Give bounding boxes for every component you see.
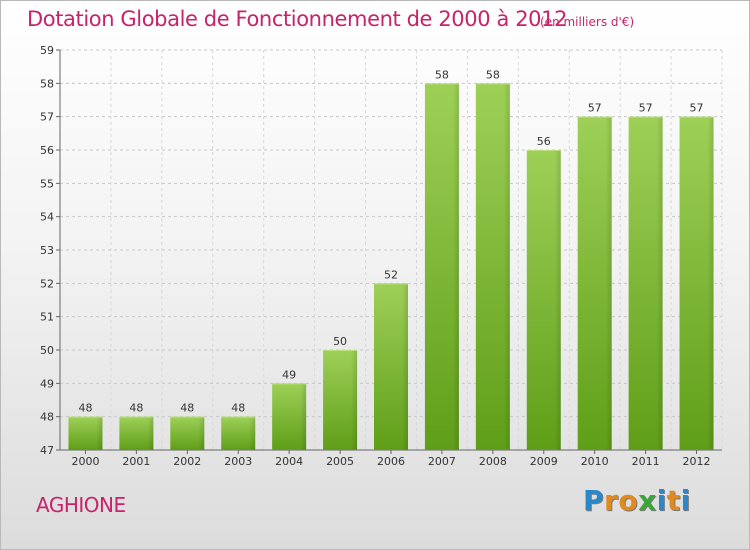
y-tick-label: 59 (40, 44, 54, 57)
value-label: 57 (588, 102, 602, 115)
commune-name: AGHIONE (36, 493, 126, 517)
x-tick-label: 2006 (377, 455, 405, 468)
y-tick-label: 47 (40, 444, 54, 457)
bar-shade (147, 416, 154, 450)
y-tick-label: 53 (40, 244, 54, 257)
proxiti-logo: Proxiti (583, 484, 691, 517)
logo-letter: x (638, 484, 657, 517)
x-tick-label: 2011 (632, 455, 660, 468)
chart-unit-label: (en milliers d'€) (540, 15, 635, 29)
x-tick-label: 2003 (224, 455, 252, 468)
bar-shade (402, 283, 408, 450)
logo-letter: o (618, 484, 639, 517)
x-tick-label: 2012 (683, 455, 711, 468)
value-label: 57 (690, 102, 704, 115)
x-tick-label: 2009 (530, 455, 558, 468)
bar-shade (96, 416, 103, 450)
x-tick-label: 2001 (122, 455, 150, 468)
x-tick-label: 2002 (173, 455, 201, 468)
bar-shade (605, 116, 612, 451)
x-tick-label: 2010 (581, 455, 609, 468)
bar-shade (198, 416, 205, 450)
logo-letter: i (680, 484, 691, 517)
value-labels: 48 48 48 48 49 50 52 58 58 56 57 57 57 (78, 68, 703, 414)
y-tick-label: 51 (40, 311, 54, 324)
x-tick-label: 2000 (71, 455, 99, 468)
y-tick-label: 57 (40, 111, 54, 124)
bar-shade (452, 83, 459, 450)
x-tick-label: 2005 (326, 455, 354, 468)
x-tick-label: 2008 (479, 455, 507, 468)
logo-letter: P (583, 484, 605, 517)
value-label: 52 (384, 268, 398, 281)
y-tick-label: 56 (40, 144, 54, 157)
y-tick-label: 48 (40, 411, 54, 424)
value-label: 50 (333, 335, 347, 348)
x-tick-label: 2004 (275, 455, 303, 468)
value-label: 58 (486, 68, 500, 81)
bar-shade (656, 116, 663, 451)
bar-shade (707, 116, 714, 451)
logo-letter: r (604, 484, 619, 517)
logo-letter: t (666, 484, 681, 517)
bar-shade (249, 416, 256, 450)
value-label: 56 (537, 135, 551, 148)
y-tick-label: 54 (40, 211, 54, 224)
y-tick-label: 50 (40, 344, 54, 357)
y-tick-label: 52 (40, 277, 54, 290)
bar-shade (300, 383, 307, 450)
value-label: 48 (231, 402, 245, 415)
y-tick-label: 58 (40, 77, 54, 90)
chart-title: Dotation Globale de Fonctionnement de 20… (27, 7, 568, 31)
value-label: 48 (180, 402, 194, 415)
value-label: 48 (78, 402, 92, 415)
logo-letter: i (656, 484, 667, 517)
bar-shade (351, 350, 358, 450)
x-tick-label: 2007 (428, 455, 456, 468)
tick-labels: 47 48 49 50 51 52 53 54 55 56 57 58 59 2000 2001 2002 20… (40, 44, 711, 468)
bar-shade (554, 150, 561, 450)
value-label: 57 (639, 102, 653, 115)
value-label: 49 (282, 368, 296, 381)
bars (68, 83, 714, 451)
value-label: 48 (129, 402, 143, 415)
y-tick-label: 49 (40, 377, 54, 390)
bar-shade (503, 83, 510, 450)
value-label: 58 (435, 68, 449, 81)
y-tick-label: 55 (40, 177, 54, 190)
